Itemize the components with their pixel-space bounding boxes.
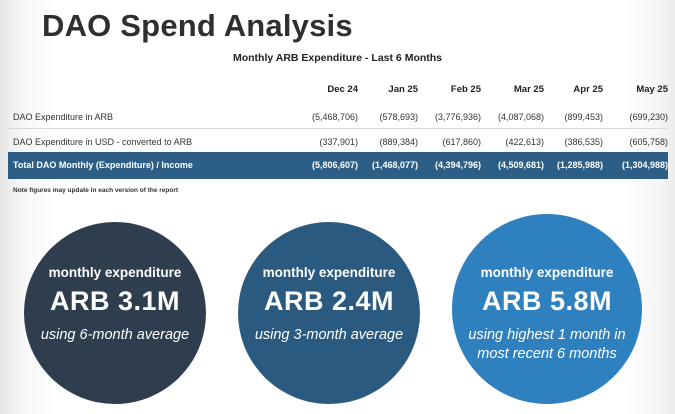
table-cell: (889,384) bbox=[379, 137, 418, 147]
row-label-arb-expenditure: DAO Expenditure in ARB bbox=[13, 112, 114, 122]
column-header-dec-24: Dec 24 bbox=[327, 84, 358, 95]
circle-basis: using 3-month average bbox=[254, 327, 404, 343]
table-cell: (386,535) bbox=[564, 137, 603, 147]
circle-amount: ARB 5.8M bbox=[481, 286, 613, 316]
table-note: Note figures may update in each version … bbox=[13, 187, 179, 194]
table-cell: (578,693) bbox=[379, 112, 418, 122]
circle-basis: using 6-month average bbox=[40, 327, 190, 343]
column-header-apr-25: Apr 25 bbox=[573, 84, 603, 95]
column-header-feb-25: Feb 25 bbox=[450, 84, 481, 95]
table-cell: (4,087,068) bbox=[497, 112, 544, 122]
total-cell: (4,509,681) bbox=[497, 160, 544, 170]
page-title: DAO Spend Analysis bbox=[42, 8, 353, 43]
row-label-usd-expenditure: DAO Expenditure in USD - converted to AR… bbox=[13, 137, 193, 147]
table-cell: (899,453) bbox=[564, 112, 603, 122]
table-cell: (337,901) bbox=[319, 137, 358, 147]
summary-circle-6-month: monthly expenditure ARB 3.1M using 6-mon… bbox=[24, 222, 206, 404]
table-cell: (699,230) bbox=[629, 112, 668, 122]
column-header-may-25: May 25 bbox=[636, 84, 668, 95]
circle-heading: monthly expenditure bbox=[480, 265, 614, 280]
row-divider bbox=[8, 128, 668, 129]
circle-heading: monthly expenditure bbox=[48, 265, 182, 280]
table-cell: (422,613) bbox=[505, 137, 544, 147]
table-cell: (605,758) bbox=[629, 137, 668, 147]
table-cell: (617,860) bbox=[442, 137, 481, 147]
total-cell: (1,304,988) bbox=[621, 160, 668, 170]
circle-basis: using highest 1 month in most recent 6 m… bbox=[468, 327, 626, 362]
summary-circle-3-month: monthly expenditure ARB 2.4M using 3-mon… bbox=[238, 222, 420, 404]
circle-amount: ARB 3.1M bbox=[49, 286, 181, 316]
table-subtitle: Monthly ARB Expenditure - Last 6 Months bbox=[232, 52, 443, 64]
table-cell: (5,468,706) bbox=[311, 112, 358, 122]
total-cell: (1,285,988) bbox=[556, 160, 603, 170]
column-header-jan-25: Jan 25 bbox=[388, 84, 418, 95]
total-cell: (4,394,796) bbox=[434, 160, 481, 170]
total-cell: (5,806,607) bbox=[311, 160, 358, 170]
column-header-mar-25: Mar 25 bbox=[513, 84, 544, 95]
circle-heading: monthly expenditure bbox=[262, 265, 396, 280]
circle-amount: ARB 2.4M bbox=[263, 286, 395, 316]
total-cell: (1,468,077) bbox=[371, 160, 418, 170]
table-cell: (3,776,936) bbox=[434, 112, 481, 122]
total-row-bar bbox=[8, 152, 668, 179]
summary-circle-highest-month: monthly expenditure ARB 5.8M using highe… bbox=[452, 214, 642, 404]
total-row-label: Total DAO Monthly (Expenditure) / Income bbox=[13, 160, 193, 170]
